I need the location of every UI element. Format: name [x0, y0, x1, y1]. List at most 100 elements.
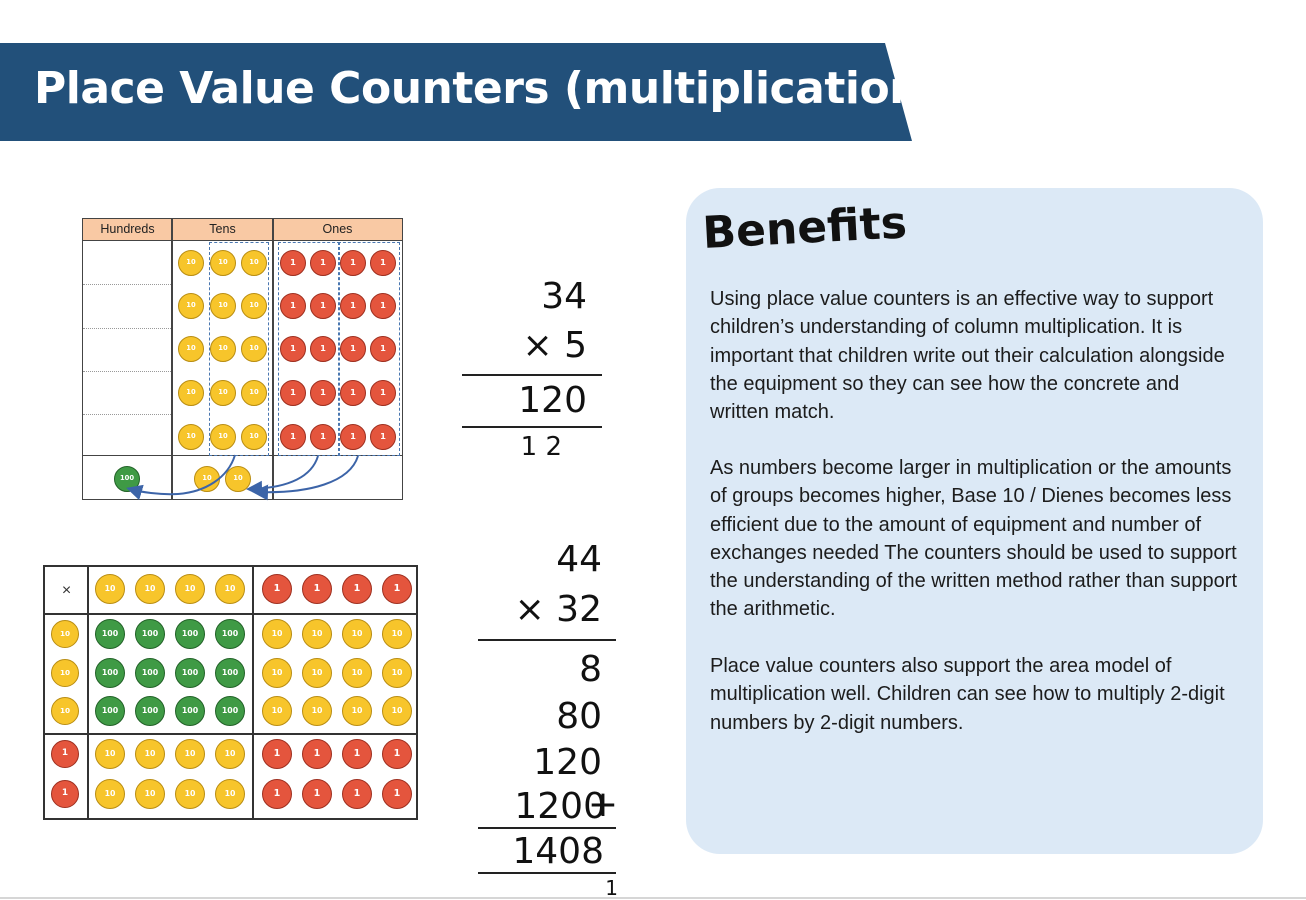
counter-one: 1: [280, 293, 306, 319]
counter-hundred: 100: [95, 696, 125, 726]
counter-ten: 10: [178, 250, 204, 276]
counter-one: 1: [280, 380, 306, 406]
counter-ten: 10: [178, 293, 204, 319]
counter-ten: 10: [302, 696, 332, 726]
counter-ten: 10: [342, 658, 372, 688]
multiplicand: 44: [556, 539, 602, 580]
counter-ten: 10: [178, 336, 204, 362]
counter-ten: 10: [135, 574, 165, 604]
counter-one: 1: [310, 380, 336, 406]
counter-hundred: 100: [95, 619, 125, 649]
plus-sign: +: [587, 784, 618, 825]
header-tens: Tens: [172, 219, 273, 241]
counter-one: 1: [340, 380, 366, 406]
multiplier: × 5: [522, 325, 587, 366]
counter-one: 1: [280, 336, 306, 362]
counter-ten: 10: [241, 380, 267, 406]
grid-divider: [45, 613, 416, 615]
row-divider: [83, 328, 171, 329]
counter-ten: 10: [135, 779, 165, 809]
counter-ten: 10: [262, 658, 292, 688]
counter-ten: 10: [95, 739, 125, 769]
counter-ten: 10: [175, 574, 205, 604]
counter-hundred: 100: [135, 696, 165, 726]
counter-one: 1: [340, 424, 366, 450]
counter-one: 1: [262, 574, 292, 604]
partial-product: 120: [533, 742, 602, 783]
counter-one: 1: [310, 293, 336, 319]
counter-one: 1: [340, 336, 366, 362]
counter-one: 1: [340, 250, 366, 276]
counter-one: 1: [370, 336, 396, 362]
counter-one: 1: [382, 574, 412, 604]
counter-one: 1: [302, 739, 332, 769]
counter-ten: 10: [51, 697, 79, 725]
counter-one: 1: [51, 780, 79, 808]
counter-ten: 10: [241, 336, 267, 362]
counter-hundred: 100: [95, 658, 125, 688]
header-ones: Ones: [273, 219, 402, 241]
partial-product: 80: [556, 696, 602, 737]
counter-ten: 10: [225, 466, 251, 492]
grid-divider: [252, 567, 254, 818]
counter-hundred: 100: [175, 658, 205, 688]
grid-divider: [45, 733, 416, 735]
column-divider: [171, 219, 173, 499]
benefit-paragraph: Using place value counters is an effecti…: [710, 288, 1225, 424]
group-outline: [278, 242, 340, 456]
counter-one: 1: [382, 779, 412, 809]
counter-ten: 10: [241, 293, 267, 319]
counter-ten: 10: [382, 658, 412, 688]
counter-one: 1: [302, 574, 332, 604]
counter-ten: 10: [51, 620, 79, 648]
counter-ten: 10: [210, 250, 236, 276]
answer-line: [462, 374, 602, 376]
counter-ten: 10: [95, 574, 125, 604]
counter-one: 1: [262, 739, 292, 769]
row-divider: [83, 371, 171, 372]
counter-one: 1: [302, 779, 332, 809]
calculation-34x5: 34 × 5 120 1 2: [460, 270, 604, 470]
counter-ten: 10: [51, 659, 79, 687]
multiplier: × 32: [514, 589, 602, 630]
counter-ten: 10: [95, 779, 125, 809]
counter-hundred: 100: [215, 696, 245, 726]
column-divider: [272, 219, 274, 499]
row-divider: [83, 284, 171, 285]
counter-ten: 10: [382, 696, 412, 726]
counter-one: 1: [382, 739, 412, 769]
area-model-grid: ×: [43, 565, 418, 820]
counter-ten: 10: [382, 619, 412, 649]
group-outline: [338, 242, 400, 456]
counter-ten: 10: [210, 424, 236, 450]
counter-one: 1: [340, 293, 366, 319]
counter-ten: 10: [215, 779, 245, 809]
final-product: 1408: [512, 831, 604, 872]
counter-ten: 10: [302, 658, 332, 688]
carry-digit: 1: [605, 876, 618, 900]
counter-ten: 10: [215, 574, 245, 604]
benefits-panel: [686, 188, 1263, 854]
counter-ten: 10: [215, 739, 245, 769]
group-outline: [209, 242, 269, 456]
header-hundreds: Hundreds: [83, 219, 172, 241]
counter-hundred: 100: [135, 658, 165, 688]
carry-line: [478, 872, 616, 874]
counter-one: 1: [370, 380, 396, 406]
counter-one: 1: [262, 779, 292, 809]
counter-one: 1: [370, 424, 396, 450]
counter-one: 1: [51, 740, 79, 768]
carry-line: [462, 426, 602, 428]
counter-one: 1: [280, 250, 306, 276]
counter-one: 1: [342, 574, 372, 604]
row-divider: [83, 414, 171, 415]
counter-one: 1: [342, 739, 372, 769]
partial-product: 1200: [514, 786, 606, 827]
answer-line: [478, 639, 616, 641]
counter-ten: 10: [135, 739, 165, 769]
counter-ten: 10: [210, 336, 236, 362]
counter-ten: 10: [178, 380, 204, 406]
counter-one: 1: [310, 424, 336, 450]
counter-ten: 10: [178, 424, 204, 450]
counter-one: 1: [310, 336, 336, 362]
